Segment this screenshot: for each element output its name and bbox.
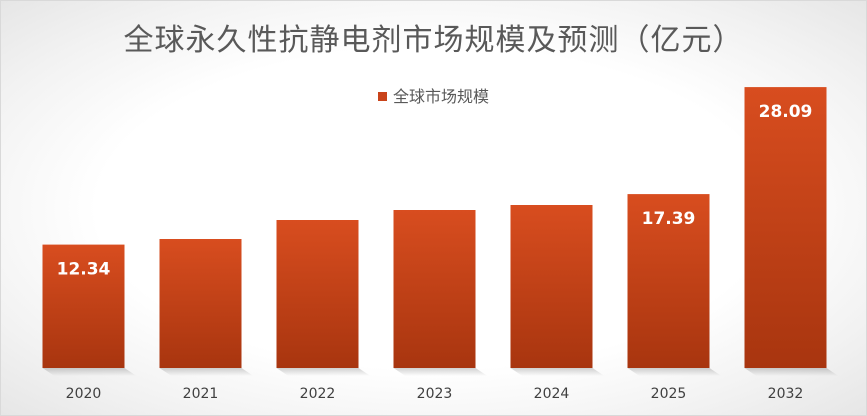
bar-shadows xyxy=(42,368,839,376)
x-tick-label-2022: 2022 xyxy=(300,386,336,402)
data-label-2025: 17.39 xyxy=(642,209,696,229)
bar-2032 xyxy=(744,87,827,368)
x-tick-label-2024: 2024 xyxy=(534,386,570,402)
x-tick-label-2023: 2023 xyxy=(417,386,453,402)
bar-2020 xyxy=(42,244,125,368)
x-axis-ticks: 2020 2021 2022 2023 2024 2025 2032 xyxy=(66,386,804,402)
bar-shadow xyxy=(510,368,605,376)
data-labels: 12.34 17.39 28.09 xyxy=(57,102,813,280)
bar-shadow xyxy=(744,368,839,376)
bar-shadow xyxy=(393,368,488,376)
x-tick-label-2020: 2020 xyxy=(66,386,102,402)
data-label-2020: 12.34 xyxy=(57,260,111,280)
bar-shadow xyxy=(627,368,722,376)
bar-shadow xyxy=(42,368,137,376)
x-tick-label-2032: 2032 xyxy=(768,386,804,402)
bar-2021 xyxy=(159,239,242,368)
bar-2022 xyxy=(276,220,359,368)
x-tick-label-2021: 2021 xyxy=(183,386,219,402)
bar-2025 xyxy=(627,194,710,368)
bar-shadow xyxy=(159,368,254,376)
legend-swatch xyxy=(377,92,387,101)
bars xyxy=(42,87,827,368)
legend: 全球市场规模 xyxy=(1,83,866,107)
bar-shadow xyxy=(276,368,371,376)
data-label-2032: 28.09 xyxy=(759,102,813,122)
bar-2024 xyxy=(510,205,593,368)
bar-2023 xyxy=(393,210,476,368)
legend-label: 全球市场规模 xyxy=(392,87,489,106)
x-tick-label-2025: 2025 xyxy=(651,386,687,402)
chart-title: 全球永久性抗静电剂市场规模及预测（亿元） xyxy=(123,23,744,58)
